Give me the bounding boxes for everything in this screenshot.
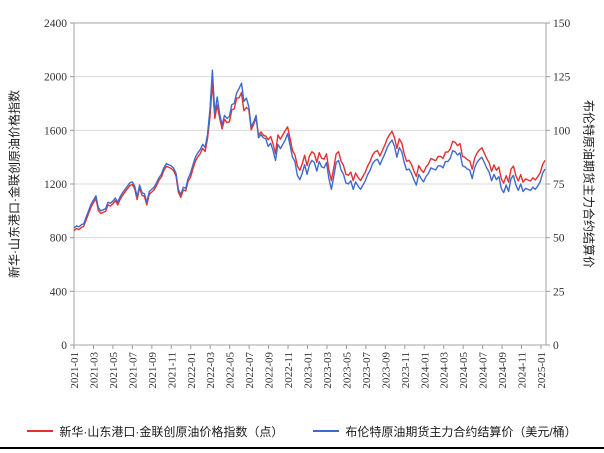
right-tick-label: 100 [553,125,571,137]
x-tick-label: 2024-11 [517,352,529,388]
left-tick-label: 0 [61,340,67,352]
x-tick-label: 2024-03 [439,352,451,389]
legend-label-brent: 布伦特原油期货主力合约结算价（美元/桶） [345,424,577,439]
left-tick-label: 1200 [44,179,67,191]
x-tick-label: 2024-07 [478,352,490,389]
right-tick-label: 125 [553,72,571,84]
bottom-divider [0,447,604,449]
right-tick-label: 150 [553,18,571,30]
right-tick-label: 25 [553,286,565,298]
x-tick-label: 2022-09 [264,352,276,389]
legend-item-index: 新华·山东港口·金联创原油价格指数（点） [27,423,283,440]
x-tick-label: 2021-05 [108,352,120,389]
x-tick-label: 2021-01 [69,352,81,389]
x-tick-label: 2022-11 [283,352,295,388]
blue-line-swatch [313,430,340,432]
right-tick-label: 75 [553,179,565,191]
x-tick-label: 2023-01 [303,352,315,389]
left-tick-label: 400 [50,286,68,298]
x-tick-label: 2024-05 [458,352,470,389]
left-axis-title: 新华·山东港口·金联创原油价格指数 [7,90,22,278]
x-tick-label: 2023-05 [341,352,353,389]
right-axis-title: 布伦特原油期货主力合约结算价 [581,99,596,269]
x-tick-label: 2023-03 [322,352,334,389]
x-tick-label: 2022-07 [244,352,256,389]
x-tick-label: 2021-03 [88,352,100,389]
x-tick-label: 2022-03 [205,352,217,389]
series-line-1 [73,69,546,229]
red-line-swatch [27,430,54,432]
x-tick-label: 2023-11 [400,352,412,388]
left-tick-label: 2400 [44,18,67,30]
right-tick-label: 0 [553,340,559,352]
left-tick-label: 2000 [44,72,67,84]
x-tick-label: 2024-09 [497,352,509,389]
x-tick-label: 2021-11 [166,352,178,388]
legend-label-index: 新华·山东港口·金联创原油价格指数（点） [59,424,284,439]
x-tick-label: 2021-07 [127,352,139,389]
x-tick-label: 2021-09 [147,352,159,389]
x-tick-label: 2025-01 [536,352,548,389]
right-tick-label: 50 [553,233,565,245]
left-tick-label: 1600 [44,125,67,137]
x-tick-label: 2022-05 [225,352,237,389]
left-tick-label: 800 [50,233,68,245]
series-line-0 [73,81,546,232]
legend-item-brent: 布伦特原油期货主力合约结算价（美元/桶） [313,423,577,440]
x-tick-label: 2023-09 [380,352,392,389]
plot-area: 0 400 800 1200 1600 2000 2400 0 25 50 75 100 125 150 2… [44,18,571,389]
x-tick-label: 2023-07 [361,352,373,389]
x-tick-label: 2022-01 [186,352,198,389]
x-tick-label: 2024-01 [419,352,431,389]
legend: 新华·山东港口·金联创原油价格指数（点） 布伦特原油期货主力合约结算价（美元/桶… [0,422,604,440]
